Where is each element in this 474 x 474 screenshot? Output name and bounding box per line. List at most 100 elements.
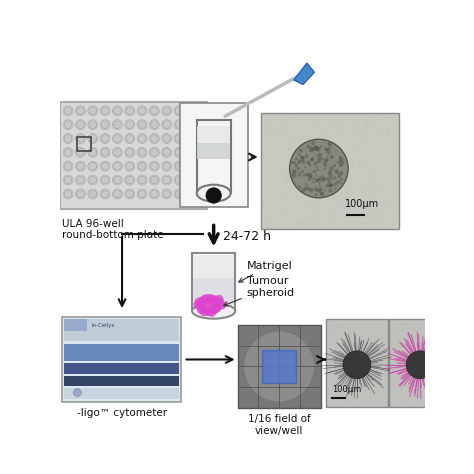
Circle shape [356,180,357,181]
Circle shape [313,161,317,165]
Circle shape [64,148,72,156]
Circle shape [137,189,147,199]
Circle shape [100,147,110,157]
Bar [61,101,207,210]
Circle shape [391,330,392,332]
Circle shape [75,189,85,199]
Circle shape [101,176,109,184]
Circle shape [428,402,429,403]
Circle shape [328,219,329,221]
Circle shape [406,351,434,379]
Circle shape [317,146,320,150]
Circle shape [100,161,110,171]
Circle shape [186,106,196,116]
Circle shape [100,189,110,199]
Circle shape [163,135,171,142]
Circle shape [397,397,398,398]
Circle shape [302,157,304,159]
Circle shape [392,380,393,381]
Circle shape [301,156,305,159]
Circle shape [446,344,448,346]
Circle shape [162,175,172,185]
Circle shape [330,155,334,159]
Circle shape [309,223,311,225]
Circle shape [295,164,298,167]
Circle shape [304,166,306,168]
Circle shape [64,107,72,115]
Circle shape [426,351,427,352]
Circle shape [335,386,337,388]
Circle shape [303,174,306,177]
Circle shape [343,160,345,162]
Circle shape [439,394,440,395]
Circle shape [348,368,350,370]
Circle shape [393,171,394,172]
Circle shape [329,183,333,187]
Circle shape [377,140,378,141]
Circle shape [279,167,280,169]
Circle shape [377,119,378,120]
Circle shape [304,221,306,222]
Circle shape [175,148,183,156]
Circle shape [407,367,409,369]
Text: 100μm: 100μm [346,199,380,209]
Circle shape [89,163,97,170]
Circle shape [126,148,134,156]
Circle shape [326,159,328,161]
Circle shape [292,173,294,175]
Circle shape [125,134,135,144]
Circle shape [112,147,122,157]
Circle shape [347,126,348,127]
Circle shape [89,121,97,128]
Circle shape [126,135,134,142]
Bar [389,319,451,407]
Circle shape [357,201,358,203]
Circle shape [318,177,322,181]
Circle shape [195,298,204,307]
Circle shape [162,134,172,144]
Circle shape [262,202,264,204]
Circle shape [335,150,337,152]
Circle shape [352,373,354,374]
Circle shape [138,163,146,170]
Circle shape [405,357,407,359]
Circle shape [100,134,110,144]
Circle shape [388,129,390,131]
Circle shape [293,155,294,156]
Circle shape [289,148,291,150]
Circle shape [332,328,333,329]
Circle shape [207,294,216,304]
Circle shape [353,128,355,129]
Circle shape [188,121,195,128]
Circle shape [424,358,426,360]
Circle shape [437,370,439,372]
Circle shape [200,307,209,316]
Circle shape [356,374,358,377]
Circle shape [345,367,347,369]
Circle shape [401,381,402,383]
Circle shape [329,166,334,170]
Circle shape [375,390,376,391]
Circle shape [369,220,371,221]
Circle shape [325,158,329,162]
Circle shape [203,307,213,316]
Circle shape [175,190,183,198]
Circle shape [437,323,438,324]
Circle shape [317,159,321,164]
Circle shape [434,361,435,362]
Text: 1/16 field of
view/well: 1/16 field of view/well [248,414,310,436]
Circle shape [372,401,374,402]
Circle shape [339,171,343,175]
Circle shape [88,175,98,185]
Circle shape [279,128,281,130]
Circle shape [331,184,334,187]
Circle shape [392,354,393,355]
Circle shape [285,181,288,183]
Circle shape [323,142,324,143]
Circle shape [318,222,320,224]
Text: Matrigel: Matrigel [239,261,292,282]
Circle shape [301,220,303,222]
Circle shape [137,175,147,185]
Circle shape [210,295,219,304]
Circle shape [316,168,319,171]
